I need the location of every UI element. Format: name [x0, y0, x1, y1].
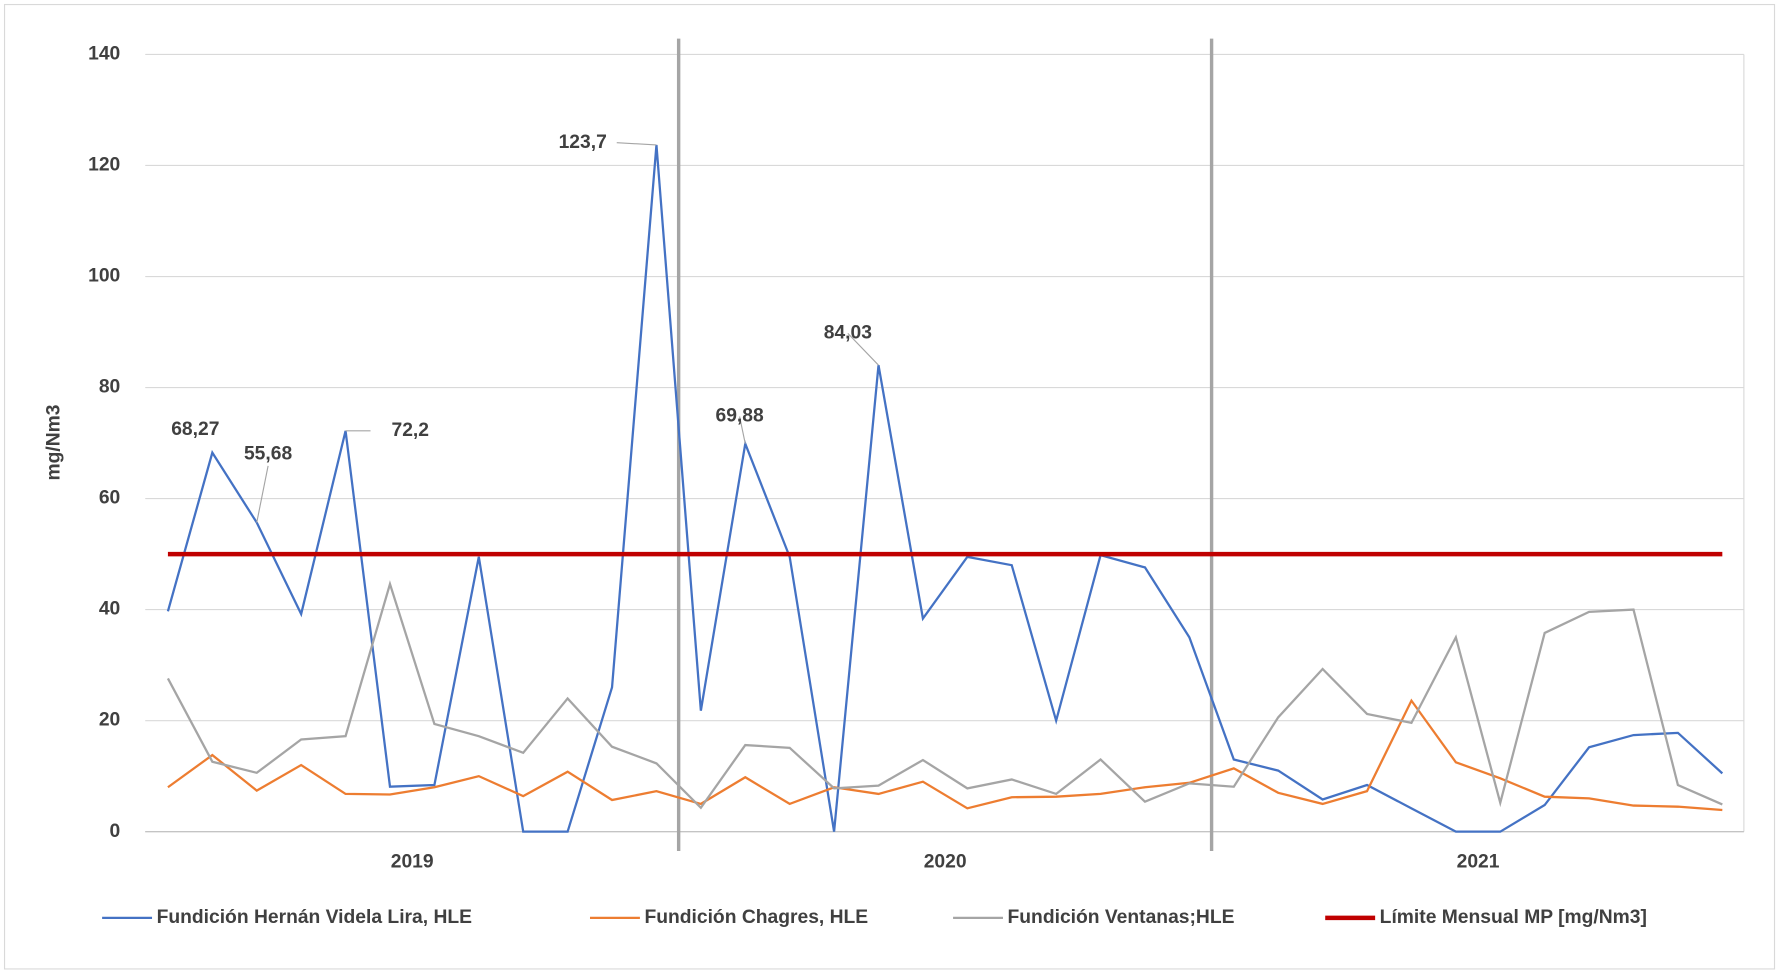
- y-tick-label: 100: [88, 266, 120, 287]
- data-label: 55,68: [244, 444, 292, 465]
- y-tick-label: 40: [99, 599, 120, 620]
- y-axis-label: mg/Nm3: [44, 404, 65, 480]
- x-group-label: 2019: [391, 851, 434, 872]
- series-line: [166, 580, 1723, 810]
- data-label: 72,2: [391, 420, 429, 441]
- y-tick-label: 80: [99, 377, 120, 398]
- data-label: 69,88: [715, 406, 763, 427]
- label-leader: [616, 142, 657, 146]
- y-tick-label: 60: [99, 488, 120, 509]
- legend-label: Fundición Ventanas;HLE: [1008, 907, 1235, 928]
- label-leader: [256, 465, 269, 523]
- x-group-label: 2020: [924, 851, 967, 872]
- legend-label: Fundición Chagres, HLE: [644, 907, 868, 928]
- label-leader: [847, 333, 879, 366]
- chart-border: [3, 3, 1776, 970]
- y-tick-label: 20: [99, 710, 120, 731]
- series-line: [166, 144, 1724, 833]
- data-label: 123,7: [559, 132, 607, 153]
- chart-area: mg/Nm3 0 20 40 60 80 100 120 140 2019 2020 2021 68,…: [3, 3, 1776, 970]
- y-tick-label: 140: [88, 44, 120, 65]
- legend-label: Límite Mensual MP [mg/Nm3]: [1380, 907, 1647, 928]
- y-tick-label: 120: [88, 155, 120, 176]
- x-group-label: 2021: [1457, 851, 1500, 872]
- series-line: [167, 698, 1723, 812]
- label-leader: [739, 416, 746, 444]
- data-label: 68,27: [171, 419, 219, 440]
- legend-label: Fundición Hernán Videla Lira, HLE: [157, 907, 473, 928]
- y-tick-label: 0: [110, 821, 121, 842]
- data-label: 84,03: [824, 322, 872, 343]
